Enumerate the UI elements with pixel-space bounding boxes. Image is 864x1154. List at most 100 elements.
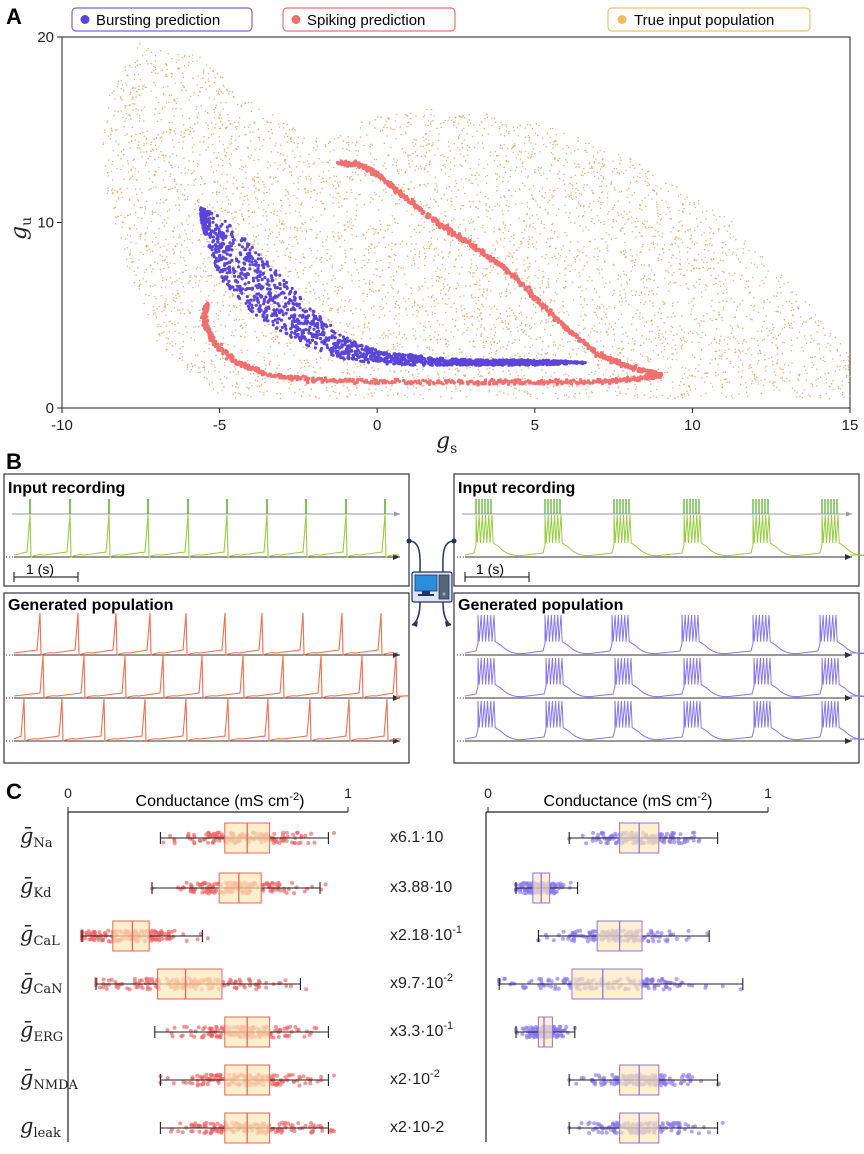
population-point	[368, 282, 371, 284]
population-point	[671, 184, 673, 187]
population-point	[221, 201, 224, 203]
population-point	[644, 226, 646, 228]
population-point	[577, 136, 579, 139]
population-point	[521, 182, 524, 184]
population-point	[308, 175, 310, 177]
population-point	[786, 300, 788, 303]
population-point	[393, 296, 395, 298]
population-point	[375, 290, 377, 292]
population-point	[662, 336, 664, 338]
population-point	[408, 225, 411, 227]
population-point	[138, 114, 141, 117]
population-point	[322, 300, 325, 303]
population-point	[374, 252, 376, 254]
population-point	[278, 126, 281, 128]
population-point	[235, 318, 238, 321]
population-point	[410, 235, 412, 238]
population-point	[659, 213, 661, 216]
population-point	[485, 182, 488, 185]
population-point	[300, 361, 303, 364]
population-point	[582, 186, 585, 189]
population-point	[559, 344, 561, 347]
population-point	[189, 126, 192, 129]
population-point	[298, 388, 301, 390]
population-point	[216, 302, 219, 304]
population-point	[129, 147, 131, 149]
population-point	[523, 329, 526, 332]
population-point	[547, 278, 550, 280]
population-point	[194, 354, 197, 357]
population-point	[674, 237, 677, 240]
population-point	[448, 252, 450, 254]
population-point	[256, 224, 259, 227]
population-point	[404, 172, 407, 174]
population-point	[723, 378, 726, 381]
population-point	[193, 339, 196, 342]
population-point	[527, 392, 529, 395]
population-point	[308, 282, 310, 284]
population-point	[127, 171, 130, 173]
population-point	[691, 264, 693, 267]
population-point	[791, 362, 793, 364]
population-point	[775, 277, 778, 279]
population-point	[373, 346, 375, 348]
population-point	[672, 387, 674, 389]
population-point	[710, 275, 712, 277]
population-point	[772, 326, 775, 329]
population-point	[672, 312, 674, 314]
population-point	[690, 300, 693, 303]
population-point	[690, 308, 693, 311]
population-point	[223, 385, 225, 388]
population-point	[523, 142, 526, 144]
population-point	[699, 268, 701, 270]
population-point	[700, 291, 703, 294]
population-point	[552, 141, 555, 143]
population-point	[187, 195, 189, 198]
population-point	[562, 332, 565, 334]
population-point	[361, 267, 363, 269]
population-point	[247, 155, 250, 158]
population-point	[458, 348, 461, 351]
population-point	[152, 285, 154, 288]
population-point	[622, 347, 625, 349]
population-point	[158, 166, 160, 169]
population-point	[407, 156, 409, 158]
population-point	[748, 292, 751, 294]
population-point	[602, 165, 605, 168]
population-point	[688, 203, 691, 206]
population-point	[605, 240, 607, 243]
population-point	[467, 326, 470, 329]
population-point	[495, 308, 498, 310]
population-point	[165, 62, 167, 65]
population-point	[602, 201, 604, 204]
population-point	[825, 392, 827, 395]
population-point	[347, 377, 349, 379]
population-point	[822, 327, 825, 330]
population-point	[780, 368, 782, 370]
population-point	[579, 332, 581, 334]
population-point	[375, 268, 377, 270]
population-point	[429, 325, 432, 328]
population-point	[293, 182, 295, 185]
population-point	[218, 116, 220, 119]
population-point	[413, 259, 415, 262]
population-point	[210, 133, 213, 136]
population-point	[776, 310, 779, 312]
population-point	[677, 396, 679, 398]
population-point	[154, 174, 156, 176]
population-point	[308, 153, 310, 156]
population-point	[454, 373, 457, 376]
population-point	[331, 265, 334, 267]
population-point	[257, 351, 260, 354]
population-point	[451, 201, 453, 203]
population-point	[131, 126, 134, 129]
population-point	[422, 136, 424, 139]
population-point	[211, 302, 213, 304]
population-point	[721, 358, 723, 360]
population-point	[113, 115, 115, 117]
population-point	[164, 314, 167, 317]
population-point	[134, 168, 137, 170]
population-point	[478, 284, 481, 286]
population-point	[117, 83, 119, 85]
population-point	[581, 215, 584, 218]
